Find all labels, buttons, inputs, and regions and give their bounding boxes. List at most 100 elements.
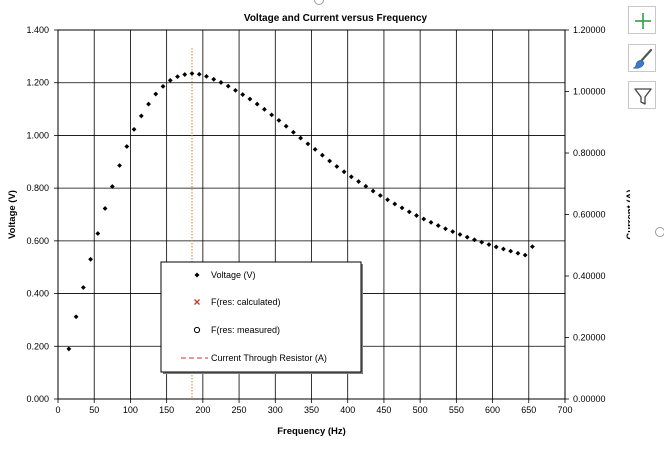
chart-title: Voltage and Current versus Frequency (244, 13, 428, 24)
voltage-data-point (530, 244, 535, 250)
y2-axis-title: Current (A) (625, 189, 630, 239)
voltage-data-point (233, 87, 238, 93)
voltage-data-point (218, 80, 224, 85)
x-tick-label: 350 (304, 405, 319, 415)
voltage-data-point (363, 183, 369, 189)
plus-icon (635, 13, 651, 29)
x-tick-label: 100 (123, 405, 138, 415)
voltage-data-point (348, 174, 354, 180)
x-tick-label: 50 (89, 405, 99, 415)
legend-label: F(res: measured) (211, 325, 280, 335)
voltage-data-point (160, 84, 166, 89)
voltage-data-point (305, 141, 311, 147)
x-tick-label: 650 (521, 405, 536, 415)
voltage-data-point (435, 223, 441, 228)
voltage-data-point (138, 113, 144, 119)
voltage-data-point (225, 83, 231, 89)
y2-tick-label: 1.00000 (573, 87, 606, 97)
y2-tick-label: 1.20000 (573, 25, 606, 35)
voltage-data-point (392, 201, 398, 207)
x-tick-label: 250 (232, 405, 247, 415)
voltage-data-point (211, 76, 217, 82)
voltage-data-point (269, 112, 275, 118)
x-axis-title: Frequency (Hz) (277, 426, 346, 437)
voltage-data-point (66, 346, 72, 352)
x-tick-label: 500 (413, 405, 428, 415)
legend-marker-measured (193, 326, 201, 334)
voltage-data-point (95, 231, 101, 236)
voltage-data-point (262, 106, 267, 112)
y2-tick-label: 0.00000 (573, 394, 606, 404)
chart-elements-button[interactable] (628, 6, 656, 34)
legend-marker-voltage (194, 272, 200, 278)
funnel-icon (634, 88, 652, 105)
voltage-data-point (334, 164, 340, 169)
y2-tick-label: 0.80000 (573, 148, 606, 158)
y-tick-label: 1.400 (26, 25, 49, 35)
voltage-data-point (283, 123, 289, 129)
x-tick-label: 0 (55, 405, 60, 415)
voltage-data-point (204, 73, 209, 79)
voltage-data-point (486, 242, 492, 247)
voltage-data-point (80, 285, 86, 290)
voltage-data-point (240, 92, 246, 97)
chart-styles-button[interactable] (628, 44, 656, 72)
voltage-data-point (472, 237, 477, 243)
voltage-data-point (522, 252, 528, 258)
legend (160, 261, 362, 373)
voltage-data-point (312, 146, 318, 152)
voltage-data-point (254, 101, 260, 107)
voltage-data-point (493, 244, 499, 250)
x-tick-label: 450 (376, 405, 391, 415)
voltage-data-point (443, 226, 448, 232)
voltage-data-point (421, 216, 427, 222)
voltage-data-point (457, 232, 463, 237)
chart: 0 50 100 150 200 250 300 350 400 450 500 550 600 650 7… (7, 13, 636, 437)
x-tick-label: 400 (340, 405, 355, 415)
y-tick-label: 1.000 (26, 130, 49, 140)
x-tick-label: 150 (159, 405, 174, 415)
voltage-data-point (298, 135, 304, 141)
y-tick-label: 0.200 (26, 341, 49, 351)
x-tick-label: 200 (195, 405, 210, 415)
voltage-data-point (341, 169, 347, 175)
voltage-data-point (385, 197, 390, 203)
voltage-data-point (464, 234, 470, 240)
y2-tick-label: 0.40000 (573, 271, 606, 281)
y-tick-label: 1.200 (26, 78, 49, 88)
voltage-data-point (377, 193, 383, 198)
voltage-data-point (406, 209, 412, 215)
legend-label: Current Through Resistor (A) (211, 353, 327, 363)
voltage-data-point (501, 246, 506, 252)
voltage-data-point (247, 96, 253, 102)
x-tick-label: 700 (557, 405, 572, 415)
voltage-data-point (479, 239, 485, 245)
voltage-data-point (109, 184, 115, 189)
resize-handle-right[interactable] (655, 227, 664, 237)
y-axis-title: Voltage (V) (7, 190, 18, 239)
voltage-data-point (515, 250, 521, 256)
voltage-data-point (167, 77, 173, 83)
voltage-data-point (88, 256, 93, 262)
voltage-data-point (428, 220, 434, 225)
voltage-data-point (356, 179, 361, 184)
voltage-data-point (146, 101, 151, 107)
x-tick-label: 600 (485, 405, 500, 415)
voltage-data-point (319, 152, 325, 158)
voltage-data-point (189, 71, 195, 76)
voltage-data-point (182, 72, 188, 77)
y-tick-label: 0.400 (26, 289, 49, 299)
legend-marker-calculated (194, 299, 200, 305)
voltage-data-point (196, 71, 202, 77)
voltage-data-point (508, 248, 514, 254)
voltage-data-point (117, 163, 122, 168)
voltage-data-point (414, 213, 419, 218)
voltage-data-point (102, 206, 108, 211)
x-tick-label: 550 (449, 405, 464, 415)
voltage-data-point (153, 91, 159, 97)
voltage-data-point (327, 158, 333, 164)
y-tick-label: 0.600 (26, 236, 49, 246)
chart-filters-button[interactable] (628, 81, 656, 109)
y-tick-label: 0.800 (26, 183, 49, 193)
voltage-data-point (399, 205, 405, 211)
